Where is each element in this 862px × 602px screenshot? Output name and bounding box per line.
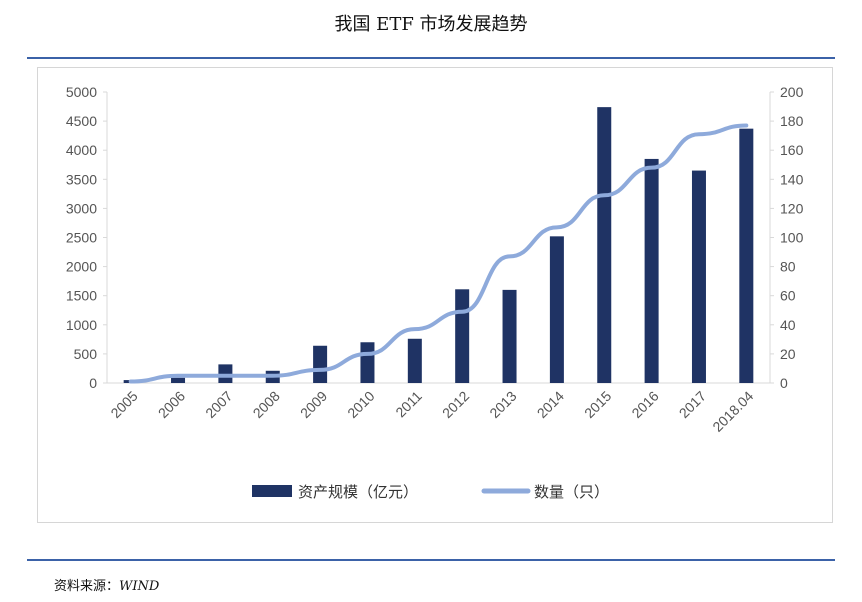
x-tick-label: 2007 [202,388,235,421]
right-tick-label: 140 [780,171,804,187]
left-tick-label: 3500 [66,171,97,187]
count-point-2012 [461,311,463,313]
x-tick-label: 2012 [439,388,472,421]
source-label: 资料来源： [54,579,120,594]
x-tick-label: 2018.04 [709,388,756,435]
x-tick-label: 2017 [676,388,709,421]
left-tick-label: 3000 [66,200,97,216]
x-tick-label: 2010 [344,388,377,421]
right-tick-label: 120 [780,200,804,216]
left-tick-label: 500 [74,346,98,362]
x-tick-label: 2013 [486,388,519,421]
count-point-2007 [224,375,226,377]
bar-2006 [171,377,186,383]
bars [123,107,754,383]
count-point-2010 [366,353,368,355]
left-tick-label: 4000 [66,142,97,158]
source-value: WIND [119,579,160,594]
count-point-2006 [177,375,179,377]
chart-frame [37,67,833,523]
legend: 资产规模（亿元） 数量（只） [252,483,609,501]
right-tick-label: 180 [780,113,804,129]
left-tick-label: 1500 [66,288,97,304]
legend-bar-label: 资产规模（亿元） [298,483,418,501]
left-tick-label: 4500 [66,113,97,129]
bar-2009 [313,345,328,383]
count-line-path [128,123,749,384]
top-divider [27,57,835,59]
right-tick-label: 160 [780,142,804,158]
bar-2013 [502,289,517,383]
legend-line-label: 数量（只） [534,483,609,501]
bar-2014 [549,236,564,383]
bar-2015 [597,107,612,383]
left-tick-label: 1000 [66,317,97,333]
bottom-divider [27,559,835,561]
bar-2018.04 [739,128,754,383]
left-tick-label: 2500 [66,230,97,246]
right-tick-label: 40 [780,317,796,333]
bar-2007 [218,364,233,383]
bar-2017 [691,170,706,383]
count-point-2008 [272,375,274,377]
chart-title: 我国 ETF 市场发展趋势 [334,14,528,35]
x-tick-label: 2006 [155,388,188,421]
right-tick-label: 0 [780,375,788,391]
count-point-2011 [414,328,416,330]
x-tick-label: 2014 [534,388,567,421]
count-point-2018.04 [745,124,747,126]
count-point-2016 [651,167,653,169]
count-line [128,123,749,384]
right-tick-label: 60 [780,288,796,304]
count-point-2014 [556,226,558,228]
x-tick-label: 2009 [297,388,330,421]
bar-2011 [407,338,422,383]
bar-2010 [360,342,375,383]
x-tick-label: 2005 [107,388,140,421]
right-tick-label: 200 [780,84,804,100]
right-tick-label: 100 [780,230,804,246]
count-point-2009 [319,369,321,371]
x-tick-label: 2008 [250,388,283,421]
source-note: 资料来源：WIND [54,575,159,594]
count-point-2015 [603,194,605,196]
x-tick-label: 2011 [392,388,425,421]
bar-2012 [455,289,470,383]
right-tick-label: 80 [780,259,796,275]
left-tick-label: 0 [89,375,97,391]
right-tick-label: 20 [780,346,796,362]
count-point-2013 [509,255,511,257]
bar-2016 [644,158,659,383]
left-tick-label: 2000 [66,259,97,275]
left-tick-label: 5000 [66,84,97,100]
count-point-2017 [698,133,700,135]
count-point-2005 [130,381,132,383]
x-tick-label: 2016 [628,388,661,421]
x-tick-label: 2015 [581,388,614,421]
legend-bar-swatch [252,485,292,497]
